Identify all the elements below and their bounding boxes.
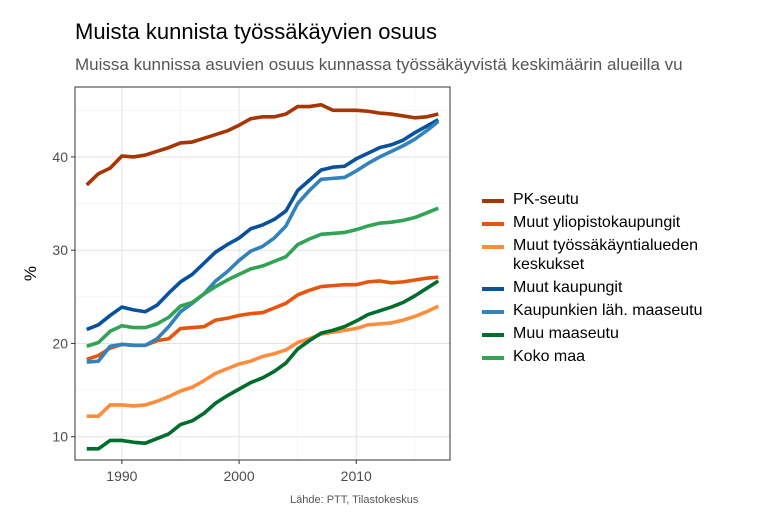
legend-label: Muut yliopistokaupungit: [513, 214, 681, 231]
legend-item: Muut yliopistokaupungit: [482, 213, 764, 232]
y-tick-label: 30: [52, 242, 68, 258]
legend-key: [482, 287, 504, 291]
plot-border: [74, 86, 451, 461]
x-tick-label: 2000: [223, 468, 254, 484]
y-axis: 10 20 30 40: [52, 149, 75, 445]
series-line: [85, 102, 439, 187]
legend-key: [482, 245, 504, 249]
legend: PK-seutu Muut yliopistokaupungit Muut työs…: [482, 190, 764, 370]
legend-key: [482, 310, 504, 314]
x-axis: 1990 2000 2010: [106, 460, 372, 484]
legend-item: Koko maa: [482, 347, 764, 366]
chart-subtitle: Muissa kunnissa asuvien osuus kunnassa t…: [75, 55, 683, 74]
y-axis-label: %: [21, 266, 40, 281]
x-tick-label: 1990: [106, 468, 137, 484]
series-lines: [85, 102, 440, 451]
series-line: [86, 120, 440, 364]
legend-key: [482, 333, 504, 337]
legend-key: [482, 356, 504, 360]
legend-item: Muut kaupungit: [482, 278, 764, 297]
series-line: [86, 118, 440, 332]
source-caption: Lähde: PTT, Tilastokeskus: [290, 494, 419, 506]
legend-label: Muut työssäkäyntialueden keskukset: [513, 237, 698, 273]
legend-item: Muu maaseutu: [482, 324, 764, 343]
legend-key: [482, 199, 504, 203]
y-tick-label: 40: [52, 149, 68, 165]
legend-label: Koko maa: [513, 348, 586, 365]
series-line: [86, 279, 440, 451]
legend-item: Kaupunkien läh. maaseutu: [482, 301, 764, 320]
legend-label: Kaupunkien läh. maaseutu: [513, 302, 703, 319]
legend-key: [482, 222, 504, 226]
plot-panel: [75, 87, 450, 460]
y-tick-label: 10: [52, 429, 68, 445]
x-tick-label: 2010: [341, 468, 372, 484]
legend-item: PK-seutu: [482, 190, 764, 209]
series-line: [86, 304, 440, 418]
series-line: [86, 206, 439, 348]
y-tick-label: 20: [52, 335, 68, 351]
legend-label: Muut kaupungit: [513, 279, 623, 296]
grid-lines: [75, 87, 450, 460]
chart-title: Muista kunnista työssäkäyvien osuus: [75, 19, 437, 44]
legend-label: PK-seutu: [513, 191, 579, 208]
legend-label: Muu maaseutu: [513, 325, 619, 342]
legend-item: Muut työssäkäyntialueden keskukset: [482, 236, 764, 274]
